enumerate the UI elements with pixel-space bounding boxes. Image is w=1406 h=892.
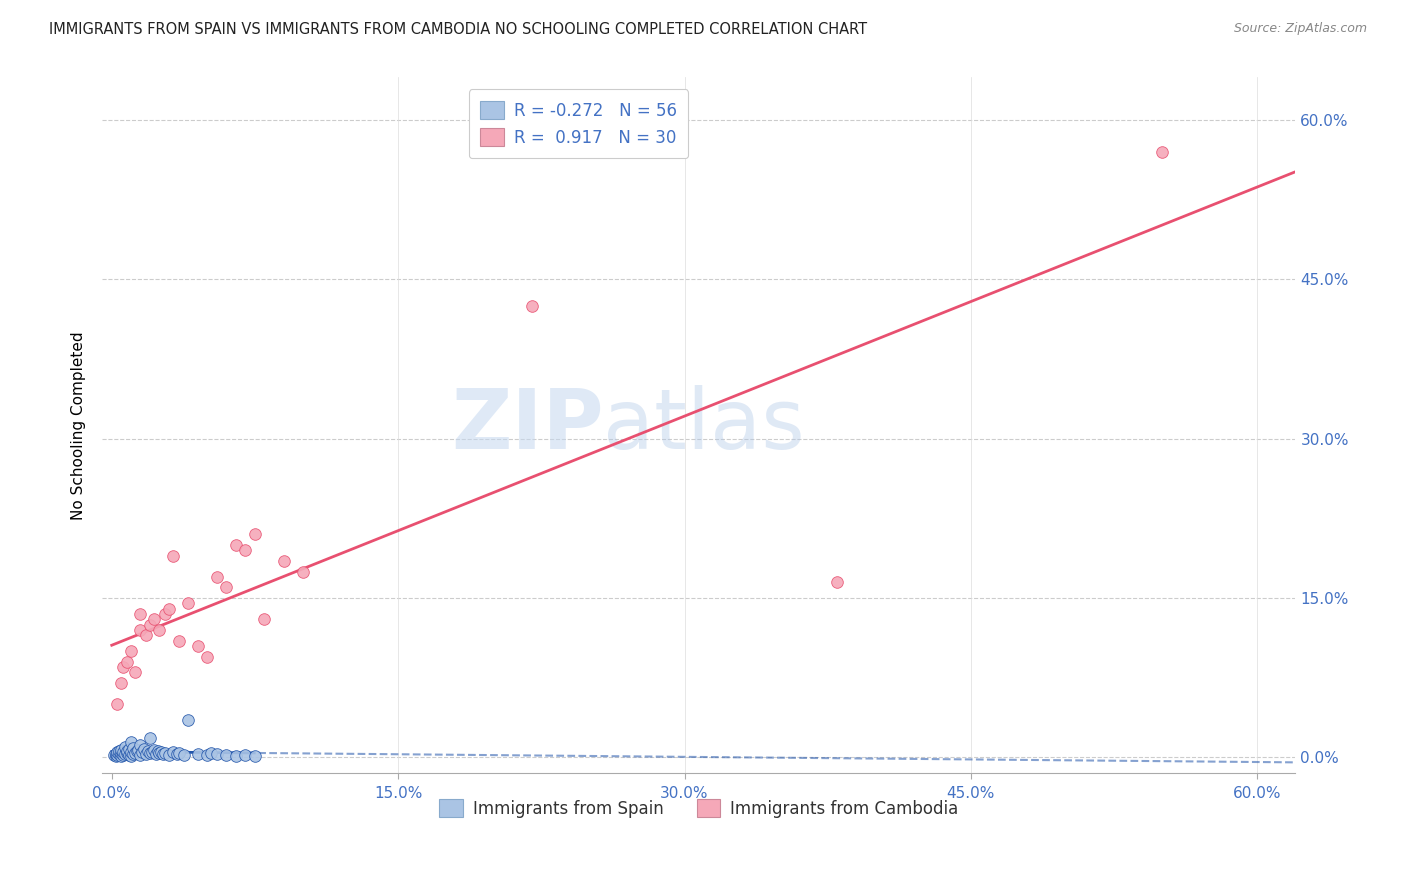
Point — [187, 639, 209, 653]
Point — [124, 665, 146, 680]
Point — [253, 612, 276, 626]
Point — [155, 607, 177, 621]
Y-axis label: No Schooling Completed: No Schooling Completed — [72, 331, 86, 520]
Text: ZIP: ZIP — [451, 385, 603, 466]
Point — [131, 745, 153, 759]
Point — [139, 746, 162, 760]
Point — [139, 731, 162, 746]
Point — [152, 747, 174, 762]
Point — [177, 596, 200, 610]
Point — [112, 660, 135, 674]
Point — [145, 747, 167, 762]
Point — [120, 745, 142, 759]
Point — [225, 749, 247, 764]
Point — [114, 739, 136, 754]
Point — [162, 745, 184, 759]
Point — [243, 527, 266, 541]
Point — [139, 617, 162, 632]
Point — [104, 749, 127, 764]
Point — [205, 570, 228, 584]
Point — [121, 747, 143, 762]
Point — [135, 628, 157, 642]
Point — [167, 746, 190, 760]
Point — [146, 744, 169, 758]
Point — [108, 744, 131, 758]
Point — [157, 748, 180, 763]
Point — [195, 649, 218, 664]
Point — [110, 676, 132, 690]
Point — [142, 612, 165, 626]
Point — [150, 745, 173, 759]
Point — [107, 748, 129, 763]
Point — [273, 554, 295, 568]
Point — [825, 575, 848, 590]
Point — [291, 565, 314, 579]
Point — [520, 299, 543, 313]
Point — [195, 748, 218, 763]
Legend: Immigrants from Spain, Immigrants from Cambodia: Immigrants from Spain, Immigrants from C… — [433, 792, 965, 824]
Point — [115, 744, 138, 758]
Point — [177, 714, 200, 728]
Point — [104, 747, 127, 762]
Point — [115, 655, 138, 669]
Point — [136, 744, 159, 758]
Point — [166, 747, 188, 762]
Point — [243, 749, 266, 764]
Point — [148, 623, 170, 637]
Point — [103, 748, 125, 763]
Point — [187, 747, 209, 762]
Text: Source: ZipAtlas.com: Source: ZipAtlas.com — [1233, 22, 1367, 36]
Point — [225, 538, 247, 552]
Point — [118, 742, 141, 756]
Point — [129, 748, 152, 763]
Point — [235, 543, 257, 558]
Point — [110, 746, 132, 760]
Point — [107, 745, 129, 759]
Point — [155, 746, 177, 760]
Point — [124, 746, 146, 760]
Text: IMMIGRANTS FROM SPAIN VS IMMIGRANTS FROM CAMBODIA NO SCHOOLING COMPLETED CORRELA: IMMIGRANTS FROM SPAIN VS IMMIGRANTS FROM… — [49, 22, 868, 37]
Point — [129, 607, 152, 621]
Point — [1150, 145, 1173, 159]
Point — [129, 623, 152, 637]
Point — [167, 633, 190, 648]
Point — [120, 644, 142, 658]
Point — [129, 738, 152, 752]
Point — [162, 549, 184, 563]
Text: atlas: atlas — [603, 385, 806, 466]
Point — [118, 748, 141, 763]
Point — [127, 743, 149, 757]
Point — [108, 747, 131, 762]
Point — [215, 748, 238, 763]
Point — [114, 747, 136, 762]
Point — [112, 745, 135, 759]
Point — [120, 734, 142, 748]
Point — [157, 601, 180, 615]
Point — [205, 747, 228, 762]
Point — [235, 748, 257, 763]
Point — [120, 749, 142, 764]
Point — [200, 746, 222, 760]
Point — [148, 746, 170, 760]
Point — [215, 581, 238, 595]
Point — [173, 748, 195, 763]
Point — [110, 743, 132, 757]
Point — [135, 747, 157, 762]
Point — [110, 749, 132, 764]
Point — [141, 745, 163, 759]
Point — [115, 746, 138, 760]
Point — [112, 748, 135, 763]
Point — [125, 744, 148, 758]
Point — [107, 698, 129, 712]
Point — [142, 743, 165, 757]
Point — [134, 742, 156, 756]
Point — [121, 740, 143, 755]
